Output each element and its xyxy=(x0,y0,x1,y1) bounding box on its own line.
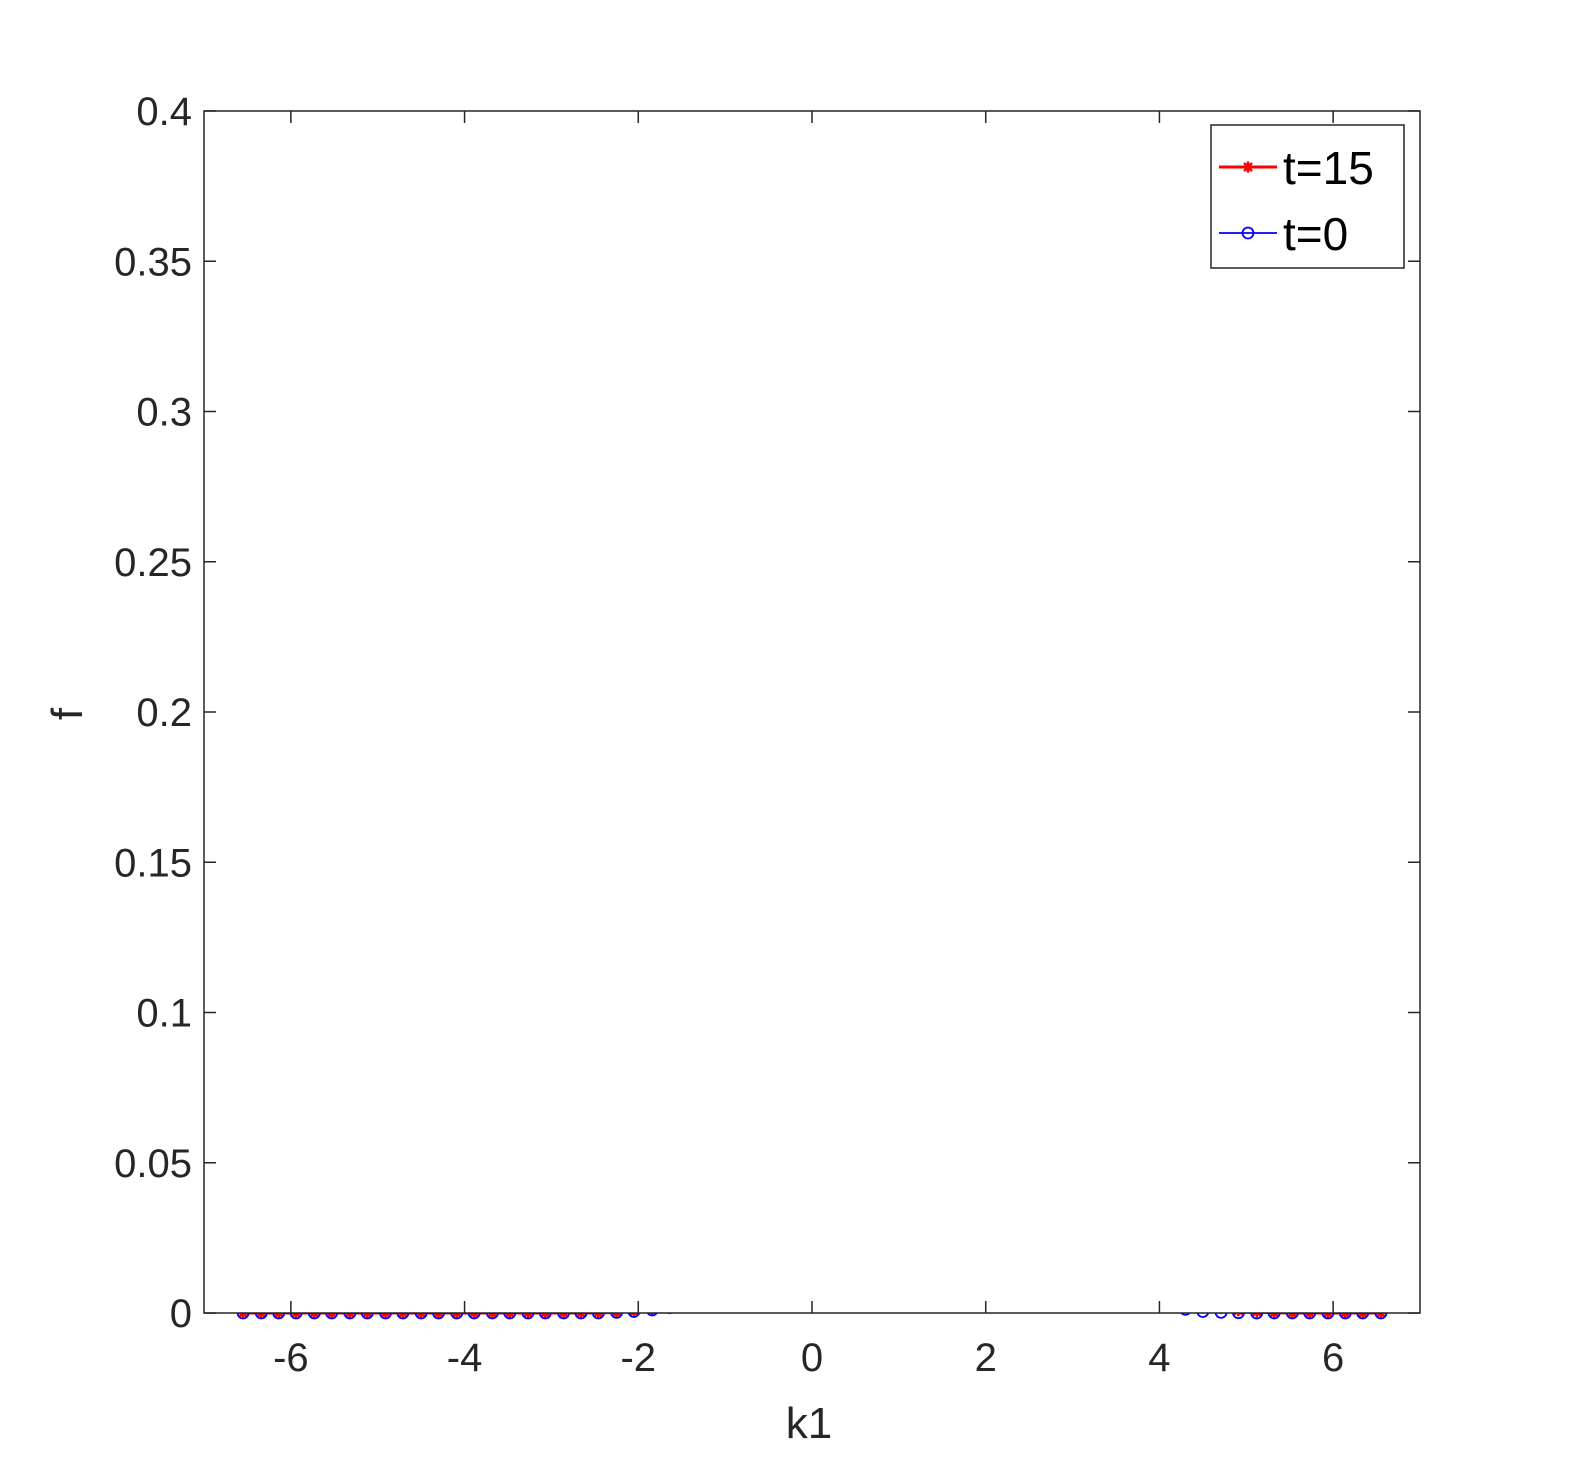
legend-entry: t=15 xyxy=(1219,142,1374,194)
x-tick-label: -4 xyxy=(447,1336,483,1380)
legend: t=15 t=0 xyxy=(1210,124,1405,269)
y-tick-label: 0.25 xyxy=(114,541,192,585)
legend-entry: t=0 xyxy=(1219,208,1348,260)
x-tick-label: 4 xyxy=(1148,1336,1170,1380)
x-tick-label: 2 xyxy=(975,1336,997,1380)
y-tick-label: 0.15 xyxy=(114,841,192,885)
axes-box xyxy=(203,110,1421,1314)
legend-box xyxy=(1210,124,1405,269)
y-tick-label: 0.2 xyxy=(136,691,192,735)
y-axis-label: f xyxy=(43,707,92,720)
y-tick-label: 0.4 xyxy=(136,90,192,134)
x-tick-label: -6 xyxy=(273,1336,309,1380)
x-tick-label: 6 xyxy=(1322,1336,1344,1380)
legend-swatch-marker xyxy=(1241,226,1255,240)
axes: -6 -4 -2 0 2 4 6 0 0.05 0.1 0.15 0.2 0.25 0.3 0.35 0.4 xyxy=(114,90,1421,1380)
y-tick-label: 0.1 xyxy=(136,992,192,1036)
legend-swatch-marker xyxy=(1242,161,1254,173)
x-axis-label: k1 xyxy=(786,1399,832,1448)
y-tick-label: 0.3 xyxy=(136,391,192,435)
y-tick-label: 0.35 xyxy=(114,240,192,284)
x-tick-label: 0 xyxy=(801,1336,823,1380)
x-tick-label: -2 xyxy=(620,1336,656,1380)
legend-label: t=0 xyxy=(1283,208,1348,260)
y-tick-label: 0.05 xyxy=(114,1142,192,1186)
legend-label: t=15 xyxy=(1283,142,1374,194)
y-tick-label: 0 xyxy=(170,1292,192,1336)
